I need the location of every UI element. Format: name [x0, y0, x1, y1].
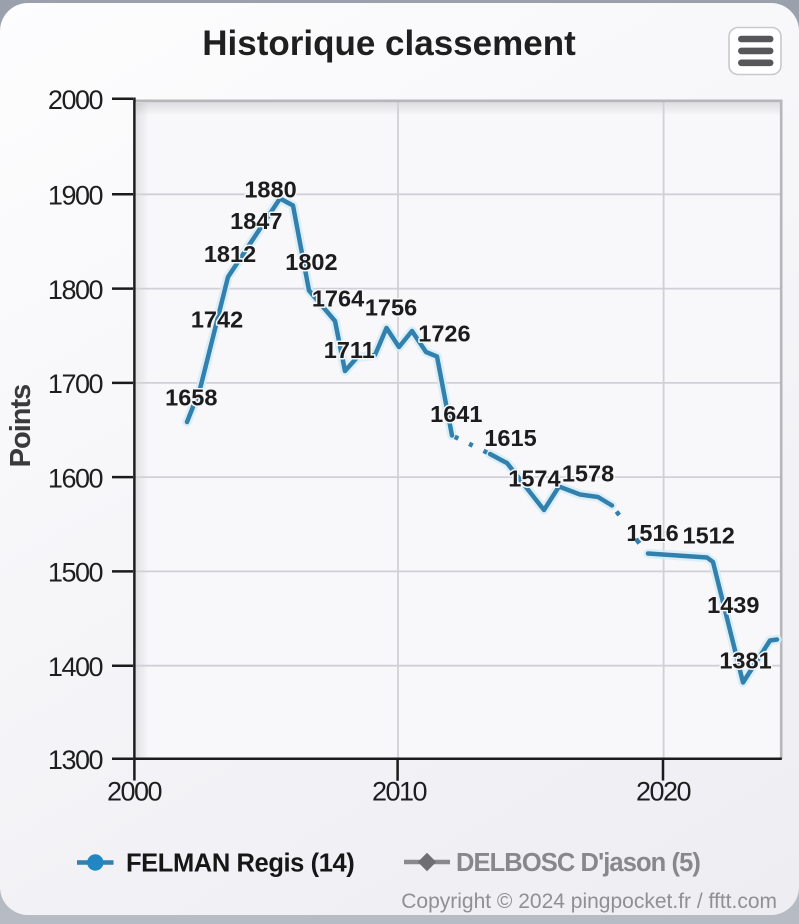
svg-text:1756: 1756	[365, 294, 417, 320]
svg-text:2000: 2000	[48, 85, 103, 115]
svg-text:1700: 1700	[48, 369, 103, 399]
svg-text:1439: 1439	[707, 592, 759, 618]
svg-text:1711: 1711	[324, 337, 375, 363]
svg-text:2000: 2000	[107, 777, 162, 807]
svg-text:1574: 1574	[508, 466, 560, 492]
svg-text:1812: 1812	[204, 241, 256, 267]
svg-text:1802: 1802	[285, 249, 337, 275]
svg-text:1300: 1300	[48, 745, 103, 775]
svg-text:1600: 1600	[48, 464, 103, 494]
svg-text:1800: 1800	[48, 275, 103, 305]
svg-text:Historique classement: Historique classement	[202, 24, 576, 63]
svg-text:1658: 1658	[165, 385, 217, 411]
svg-text:1615: 1615	[484, 425, 536, 451]
svg-text:FELMAN Regis (14): FELMAN Regis (14)	[126, 850, 354, 878]
svg-text:1500: 1500	[48, 558, 103, 588]
svg-text:1742: 1742	[191, 307, 243, 333]
svg-text:2010: 2010	[372, 777, 427, 807]
svg-text:1641: 1641	[430, 401, 482, 427]
svg-text:DELBOSC D'jason (5): DELBOSC D'jason (5)	[456, 849, 700, 877]
svg-text:2020: 2020	[636, 777, 691, 807]
svg-text:1847: 1847	[230, 208, 282, 234]
svg-text:Copyright © 2024 pingpocket.fr: Copyright © 2024 pingpocket.fr / fftt.co…	[401, 890, 777, 913]
svg-text:Points: Points	[5, 385, 37, 468]
svg-text:1900: 1900	[48, 181, 103, 211]
svg-text:1764: 1764	[312, 286, 364, 312]
svg-text:1400: 1400	[48, 652, 103, 682]
svg-text:1726: 1726	[418, 321, 470, 347]
svg-text:1381: 1381	[719, 647, 771, 673]
svg-text:1880: 1880	[244, 177, 296, 203]
svg-text:1578: 1578	[562, 460, 614, 486]
svg-text:1516: 1516	[626, 520, 678, 546]
svg-text:1512: 1512	[683, 522, 735, 548]
